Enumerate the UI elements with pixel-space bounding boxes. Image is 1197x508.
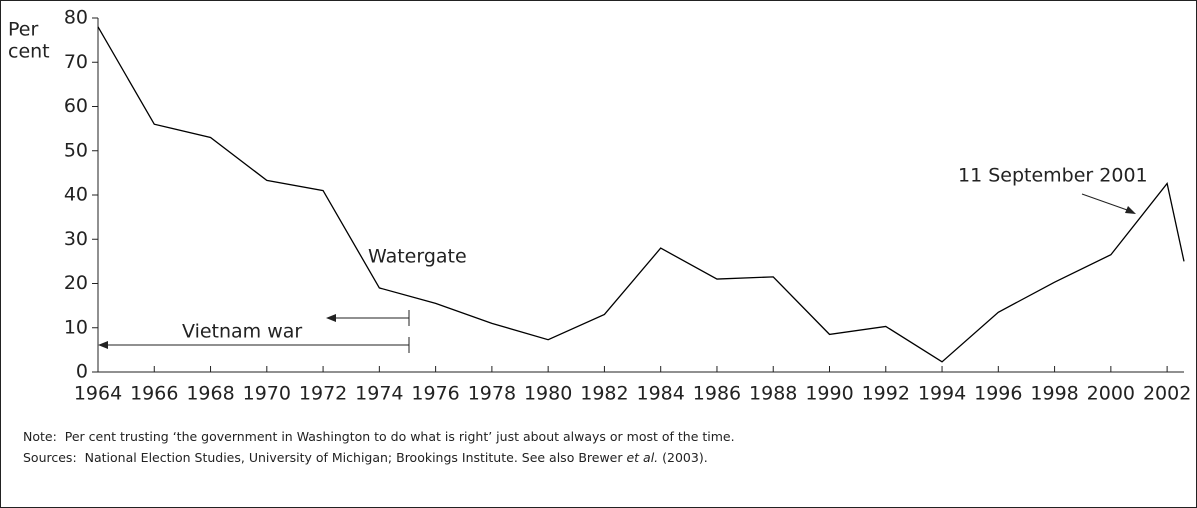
x-tick-label: 1990 [805, 383, 853, 405]
sources-label: Sources: [23, 450, 77, 465]
y-label: cent [8, 41, 50, 63]
y-tick-label: 10 [64, 316, 88, 338]
sources-text: National Election Studies, University of… [84, 450, 627, 465]
x-tick-label: 1984 [637, 383, 685, 405]
annotation: 11 September 2001 [958, 165, 1148, 187]
x-tick-label: 1998 [1030, 383, 1078, 405]
y-tick-label: 50 [64, 139, 88, 161]
x-tick-label: 1964 [74, 383, 122, 405]
line-series [97, 26, 1185, 363]
x-tick-label: 2002 [1143, 383, 1191, 405]
annotation: Vietnam war [182, 321, 302, 343]
x-tick-label: 1996 [974, 383, 1022, 405]
note: Note: Per cent trusting ‘the government … [23, 429, 735, 444]
x-tick-label: 1988 [749, 383, 797, 405]
y-tick-label: 70 [64, 51, 88, 73]
x-tick-label: 1976 [411, 383, 459, 405]
x-tick-label: 1994 [918, 383, 966, 405]
note-text: Per cent trusting ‘the government in Was… [64, 429, 735, 444]
x-tick-label: 1982 [580, 383, 628, 405]
y-tick-label: 60 [64, 95, 88, 117]
x-tick-label: 1992 [862, 383, 910, 405]
x-tick-label: 1974 [355, 383, 403, 405]
y-tick-label: 0 [76, 361, 88, 383]
annotation: Watergate [368, 246, 467, 268]
arrows [98, 193, 1136, 353]
y-tick-label: 20 [64, 272, 88, 294]
sources: Sources: National Election Studies, Univ… [23, 450, 708, 465]
sources-text: (2003). [658, 450, 708, 465]
note-label: Note: [23, 429, 57, 444]
x-tick-label: 1978 [468, 383, 516, 405]
y-tick-label: 80 [64, 7, 88, 29]
y-label: Per [8, 19, 38, 41]
x-tick-label: 1980 [524, 383, 572, 405]
sources-text: et al. [626, 450, 659, 465]
x-tick-label: 1986 [693, 383, 741, 405]
x-tick-label: 1972 [299, 383, 347, 405]
x-tick-label: 1970 [243, 383, 291, 405]
y-tick-label: 30 [64, 228, 88, 250]
y-tick-label: 40 [64, 184, 88, 206]
x-tick-label: 2000 [1087, 383, 1135, 405]
x-tick-label: 1968 [186, 383, 234, 405]
x-tick-label: 1966 [130, 383, 178, 405]
